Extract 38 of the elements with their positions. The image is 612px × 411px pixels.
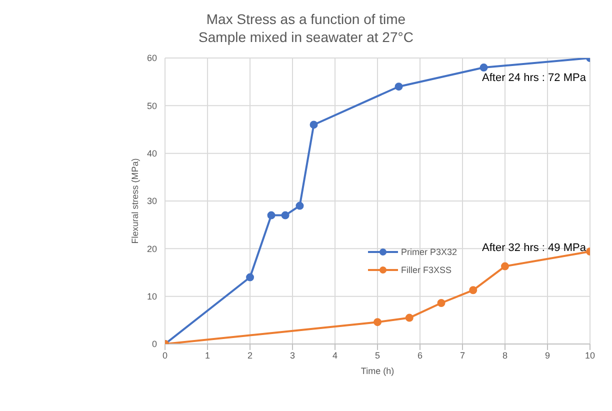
x-tick-label: 2 bbox=[248, 350, 253, 360]
point bbox=[281, 211, 290, 220]
point bbox=[246, 273, 254, 282]
x-tick-label: 1 bbox=[205, 350, 210, 360]
x-tick-label: 3 bbox=[290, 350, 296, 360]
annotation: After 32 hrs : 49 MPa bbox=[482, 242, 586, 254]
point bbox=[469, 286, 478, 294]
point bbox=[405, 314, 414, 322]
point bbox=[394, 82, 403, 91]
point bbox=[374, 318, 382, 326]
x-tick-label: 4 bbox=[332, 350, 338, 360]
x-tick-label: 7 bbox=[460, 350, 466, 360]
y-tick-label: 40 bbox=[147, 148, 158, 159]
point bbox=[437, 299, 446, 308]
x-tick-label: 10 bbox=[584, 350, 596, 360]
legend-label: Primer P3X32 bbox=[401, 247, 458, 257]
y-tick-label: 10 bbox=[147, 292, 158, 302]
chart-subtitle: Sample mixed in seawater at 27°C bbox=[198, 28, 414, 46]
x-tick-label: 6 bbox=[418, 350, 423, 360]
chart-title: Max Stress as a function of time bbox=[205, 10, 407, 28]
y-tick-label: 50 bbox=[147, 100, 158, 111]
y-axis-title: Flexural stress (MPa) bbox=[130, 158, 140, 244]
point bbox=[310, 120, 318, 129]
x-axis-title: Time (h) bbox=[360, 366, 394, 376]
x-tick-label: 8 bbox=[502, 350, 508, 360]
y-tick-label: 20 bbox=[147, 244, 158, 254]
point bbox=[296, 202, 304, 210]
y-tick-label: 60 bbox=[147, 53, 158, 64]
x-tick-label: 9 bbox=[544, 350, 550, 360]
x-tick-label: 0 bbox=[162, 350, 168, 360]
point bbox=[501, 262, 510, 270]
x-tick-label: 5 bbox=[375, 350, 380, 360]
y-tick-label: 30 bbox=[147, 196, 158, 206]
legend-label: Filler F3XSS bbox=[401, 265, 452, 275]
y-tick-label: 0 bbox=[152, 339, 158, 350]
point bbox=[480, 64, 488, 72]
point bbox=[267, 211, 276, 220]
annotation: After 24 hrs : 72 MPa bbox=[482, 72, 586, 84]
